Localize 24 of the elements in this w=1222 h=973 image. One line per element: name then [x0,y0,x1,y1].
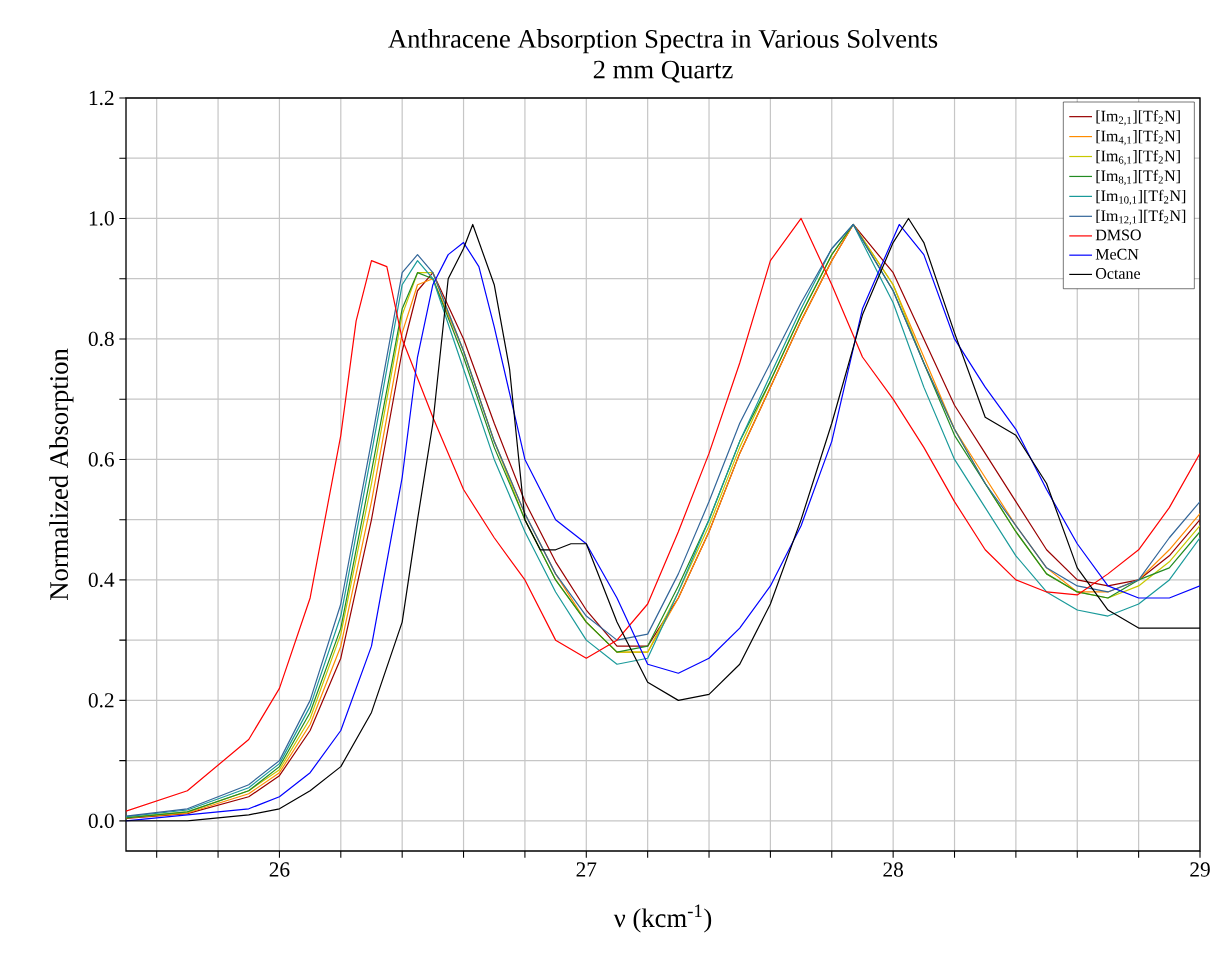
y-tick-label: 1.2 [89,90,114,106]
chart-subtitle: 2 mm Quartz [593,60,733,83]
y-axis-title: Normalized Absorption [49,348,74,600]
x-tick-label: 28 [883,862,903,877]
y-tick-label: 0.2 [88,693,114,708]
legend-label: [Im$_{4,1}$][Tf$_{2}$N] [1096,129,1180,146]
x-tick-label: 29 [1190,862,1210,877]
y-tick-label: 0.8 [88,331,114,347]
x-axis-title: ν (kcm$^{-1}$) [613,904,712,933]
legend-label: [Im$_{12,1}$][Tf$_{2}$N] [1096,209,1186,225]
legend-label: Octane [1095,268,1141,279]
x-tick-label: 26 [269,862,290,877]
y-tick-label: 0.4 [88,572,115,588]
legend-label: [Im$_{6,1}$][Tf$_{2}$N] [1096,149,1180,166]
y-tick-label: 0.0 [88,813,114,829]
legend-label: [Im$_{8,1}$][Tf$_{2}$N] [1096,169,1180,186]
chart-title: Anthracene Absorption Spectra in Various Solvents [388,29,938,54]
legend-label: [Im$_{2,1}$][Tf$_{2}$N] [1096,110,1180,126]
y-tick-label: 1.0 [89,211,114,226]
legend-label: MeCN [1095,248,1139,260]
x-tick-label: 27 [576,862,597,877]
legend-label: [Im$_{10,1}$][Tf$_{2}$N] [1096,189,1186,206]
y-tick-label: 0.6 [88,452,114,467]
legend-label: DMSO [1095,229,1141,241]
